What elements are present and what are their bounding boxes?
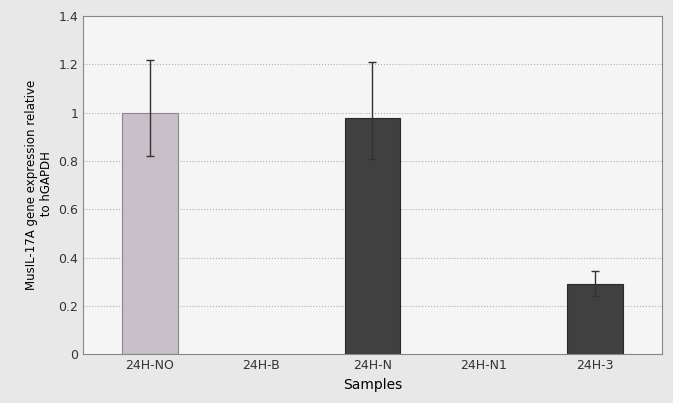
Bar [122, 113, 178, 355]
Bar [567, 285, 623, 355]
Bar [345, 118, 400, 355]
Y-axis label: MusIL-17A gene expression relative
 to hGAPDH: MusIL-17A gene expression relative to hG… [25, 80, 52, 291]
X-axis label: Samples: Samples [343, 378, 402, 392]
